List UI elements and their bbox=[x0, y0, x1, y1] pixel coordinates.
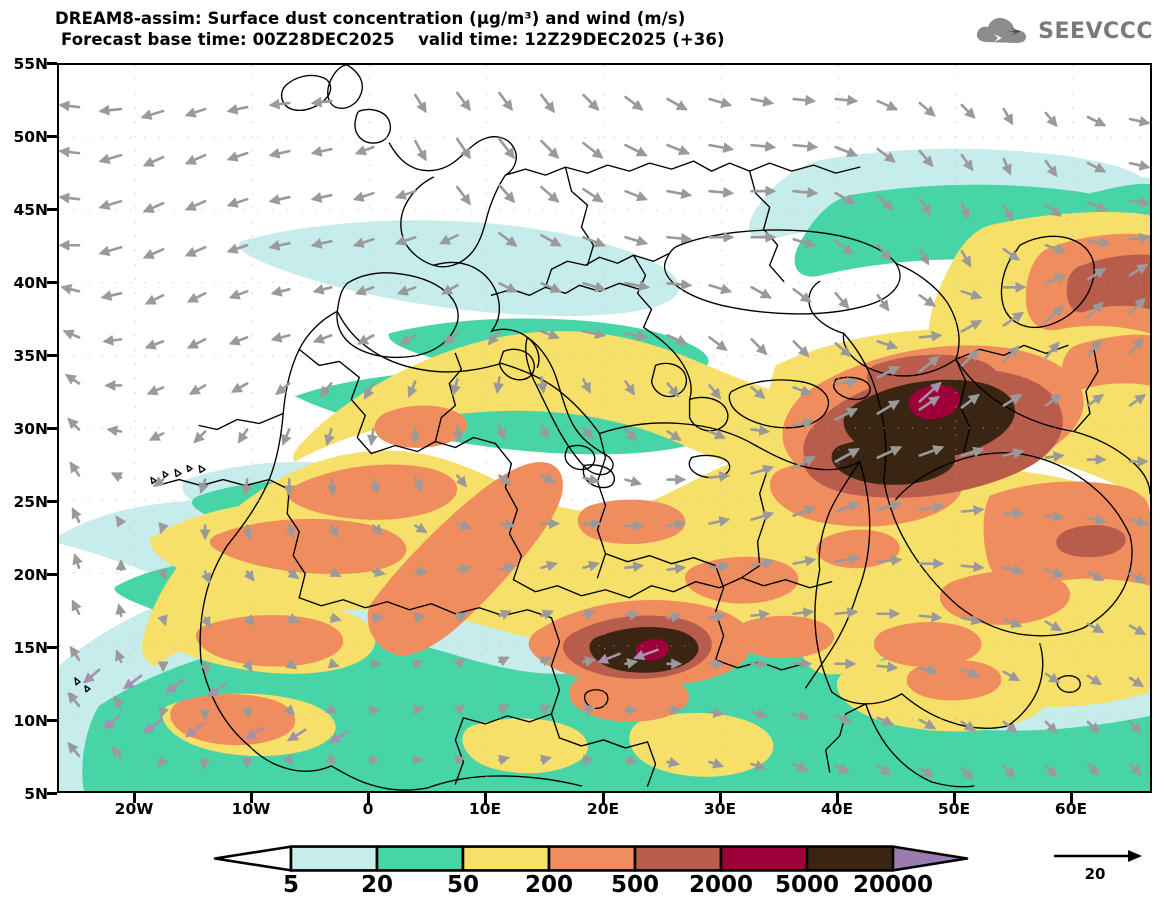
y-tick-10 bbox=[47, 792, 57, 795]
country-borders-layer bbox=[70, 65, 1150, 791]
x-tick-3 bbox=[484, 793, 487, 803]
x-tick-0 bbox=[133, 793, 136, 803]
x-tick-8 bbox=[1070, 793, 1073, 803]
y-axis-label-9: 10N bbox=[13, 712, 48, 730]
colorbar-label-0: 5 bbox=[282, 872, 300, 898]
colorbar-segment-2 bbox=[375, 845, 465, 872]
y-axis-label-0: 55N bbox=[13, 55, 48, 73]
wind-vector-field bbox=[59, 91, 1150, 780]
x-axis-label-3: 10E bbox=[468, 800, 502, 818]
y-tick-7 bbox=[47, 573, 57, 576]
y-axis-label-2: 45N bbox=[13, 201, 48, 219]
chart-title-block: DREAM8-assim: Surface dust concentration… bbox=[55, 8, 955, 50]
colorbar bbox=[205, 845, 975, 872]
x-axis-label-4: 20E bbox=[586, 800, 620, 818]
x-axis-label-1: 10W bbox=[231, 800, 271, 818]
colorbar-over-segment bbox=[891, 845, 969, 872]
colorbar-swatches bbox=[213, 845, 969, 872]
wind-vector-field-highlight bbox=[83, 381, 942, 744]
colorbar-segment-3 bbox=[461, 845, 551, 872]
y-axis-label-4: 35N bbox=[13, 347, 48, 365]
colorbar-label-1: 20 bbox=[360, 872, 394, 898]
y-axis-label-5: 30N bbox=[13, 420, 48, 438]
x-tick-6 bbox=[836, 793, 839, 803]
y-tick-4 bbox=[47, 354, 57, 357]
colorbar-label-4: 500 bbox=[610, 872, 660, 898]
y-tick-6 bbox=[47, 500, 57, 503]
colorbar-segment-1 bbox=[289, 845, 379, 872]
seevccc-logo: SEEVCCC bbox=[973, 14, 1153, 48]
x-tick-5 bbox=[719, 793, 722, 803]
colorbar-under-segment bbox=[213, 845, 293, 872]
logo-text: SEEVCCC bbox=[1038, 18, 1153, 44]
y-axis-label-3: 40N bbox=[13, 274, 48, 292]
colorbar-segment-5 bbox=[633, 845, 723, 872]
colorbar-segment-6 bbox=[719, 845, 809, 872]
x-axis-label-2: 0 bbox=[362, 800, 374, 818]
y-tick-0 bbox=[47, 62, 57, 65]
y-axis-label-1: 50N bbox=[13, 128, 48, 146]
x-tick-1 bbox=[250, 793, 253, 803]
colorbar-label-3: 200 bbox=[524, 872, 574, 898]
colorbar-label-7: 20000 bbox=[852, 872, 934, 898]
colorbar-label-5: 2000 bbox=[688, 872, 754, 898]
wind-scale-value: 20 bbox=[1084, 865, 1106, 883]
y-tick-2 bbox=[47, 208, 57, 211]
y-tick-1 bbox=[47, 135, 57, 138]
colorbar-segment-4 bbox=[547, 845, 637, 872]
map-plot-area bbox=[57, 63, 1152, 793]
x-axis-label-7: 50E bbox=[937, 800, 971, 818]
colorbar-tick-labels: 5 20 50 200 500 2000 5000 20000 bbox=[205, 872, 975, 902]
x-axis-label-5: 30E bbox=[703, 800, 737, 818]
y-axis-label-10: 5N bbox=[24, 785, 48, 803]
colorbar-label-6: 5000 bbox=[774, 872, 840, 898]
wind-reference-arrow-icon bbox=[1054, 850, 1142, 862]
colorbar-label-2: 50 bbox=[446, 872, 480, 898]
x-tick-4 bbox=[602, 793, 605, 803]
cloud-icon bbox=[977, 17, 1027, 43]
forecast-time-subtitle: Forecast base time: 00Z28DEC2025 valid t… bbox=[61, 30, 725, 49]
x-axis-label-6: 40E bbox=[820, 800, 854, 818]
page-title: DREAM8-assim: Surface dust concentration… bbox=[55, 9, 686, 28]
x-tick-7 bbox=[953, 793, 956, 803]
colorbar-segment-7 bbox=[805, 845, 895, 872]
y-tick-3 bbox=[47, 281, 57, 284]
y-axis-label-7: 20N bbox=[13, 566, 48, 584]
y-axis-label-8: 15N bbox=[13, 639, 48, 657]
x-axis-label-8: 60E bbox=[1054, 800, 1088, 818]
x-tick-2 bbox=[367, 793, 370, 803]
dust-concentration-map bbox=[59, 65, 1150, 791]
y-tick-9 bbox=[47, 719, 57, 722]
wind-scale-reference: 20 bbox=[1052, 848, 1152, 890]
x-axis-label-0: 20W bbox=[114, 800, 154, 818]
y-tick-8 bbox=[47, 646, 57, 649]
y-tick-5 bbox=[47, 427, 57, 430]
y-axis-label-6: 25N bbox=[13, 493, 48, 511]
